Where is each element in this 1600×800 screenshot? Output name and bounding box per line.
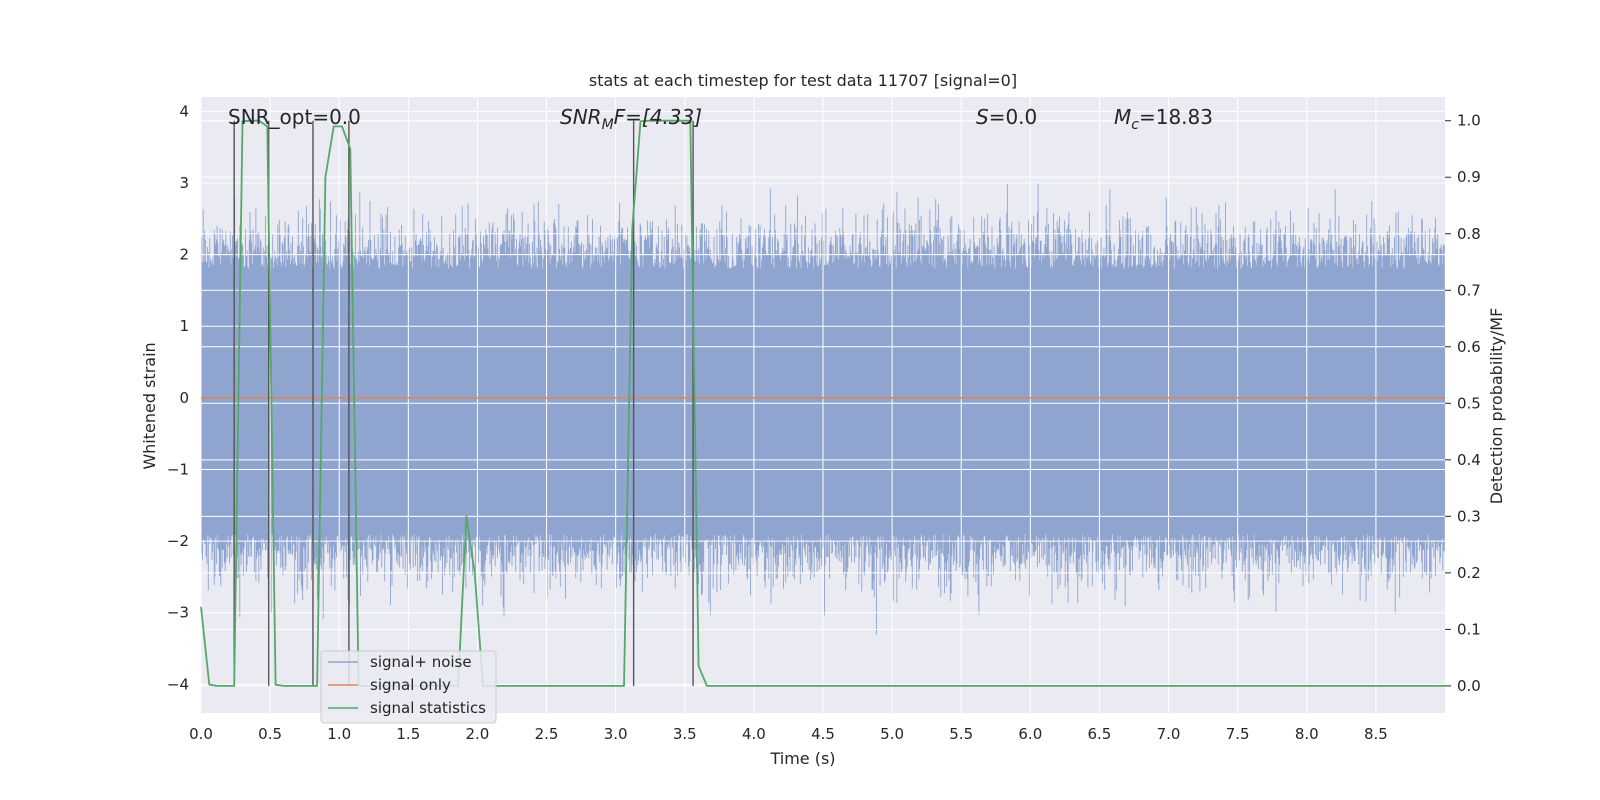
statistics-line [200,119,1445,687]
x-tick-label: 5.5 [949,725,973,743]
legend-box [320,650,497,724]
annotation-s: S=0.0 [976,105,1037,129]
y-tick-label-left: −1 [167,460,189,478]
y-tick-label-left: −4 [167,675,189,693]
x-tick-label: 4.5 [811,725,835,743]
y-tick-label-left: 0 [179,389,189,407]
signal-statistics-series [200,119,1445,687]
x-tick-label: 0.5 [258,725,282,743]
x-tick-label: 2.5 [535,725,559,743]
x-ticks: 0.0 0.5 1.0 1.5 2.0 2.5 3.0 3.5 4.0 4.5 5.0 5.5 6.0 6… [189,725,1388,743]
y-tick-label-right: 0.7 [1457,281,1481,299]
x-tick-label: 7.5 [1226,725,1250,743]
x-tick-label: 8.0 [1295,725,1319,743]
y-tick-label-left: 4 [179,102,189,120]
legend-label-statistics: signal statistics [370,699,486,717]
x-tick-label: 6.5 [1088,725,1112,743]
y-tick-label-left: 1 [179,317,189,335]
x-tick-label: 8.5 [1364,725,1388,743]
y-tick-label-left: 3 [179,174,189,192]
chart-title: stats at each timestep for test data 117… [589,71,1017,90]
x-tick-label: 3.0 [604,725,628,743]
annotation-snr-opt: SNR_opt=0.0 [228,105,361,129]
y-tick-label-left: −2 [167,532,189,550]
x-tick-label: 4.0 [742,725,766,743]
y-ticks-left: 4 3 2 1 0 −1 −2 −3 −4 [167,102,189,693]
y-axis-right-label: Detection probability/MF [1487,308,1506,505]
legend-label-signal: signal only [370,676,451,694]
y-tick-label-right: 0.2 [1457,564,1481,582]
x-tick-label: 6.0 [1018,725,1042,743]
legend: signal+ noise signal only signal statist… [320,650,497,724]
y-tick-label-right: 0.5 [1457,394,1481,412]
y-tick-label-right: 0.4 [1457,451,1481,469]
x-tick-label: 2.0 [466,725,490,743]
y-axis-left-label: Whitened strain [140,342,159,469]
legend-label-noise: signal+ noise [370,653,472,671]
y-tick-label-right: 0.0 [1457,677,1481,695]
y-tick-label-right: 0.8 [1457,225,1481,243]
y-tick-label-right: 0.6 [1457,338,1481,356]
x-tick-label: 1.0 [327,725,351,743]
x-axis-label: Time (s) [769,749,835,768]
x-tick-label: 7.0 [1157,725,1181,743]
x-tick-label: 3.5 [673,725,697,743]
y-tick-label-right: 1.0 [1457,112,1481,130]
x-tick-label: 0.0 [189,725,213,743]
x-tick-label: 5.0 [880,725,904,743]
annotation-mc: Mc=18.83 [1114,105,1213,133]
x-tick-label: 1.5 [396,725,420,743]
y-tick-label-right: 0.3 [1457,507,1481,525]
y-tick-label-left: −3 [167,604,189,622]
y-ticks-right: 1.0 0.9 0.8 0.7 0.6 0.5 0.4 0.3 0.2 0.1 0.0 [1445,112,1481,695]
annotation-snr-mf: SNRMF=[4.33] [560,105,702,133]
y-tick-label-left: 2 [179,246,189,264]
y-tick-label-right: 0.9 [1457,168,1481,186]
y-tick-label-right: 0.1 [1457,620,1481,638]
